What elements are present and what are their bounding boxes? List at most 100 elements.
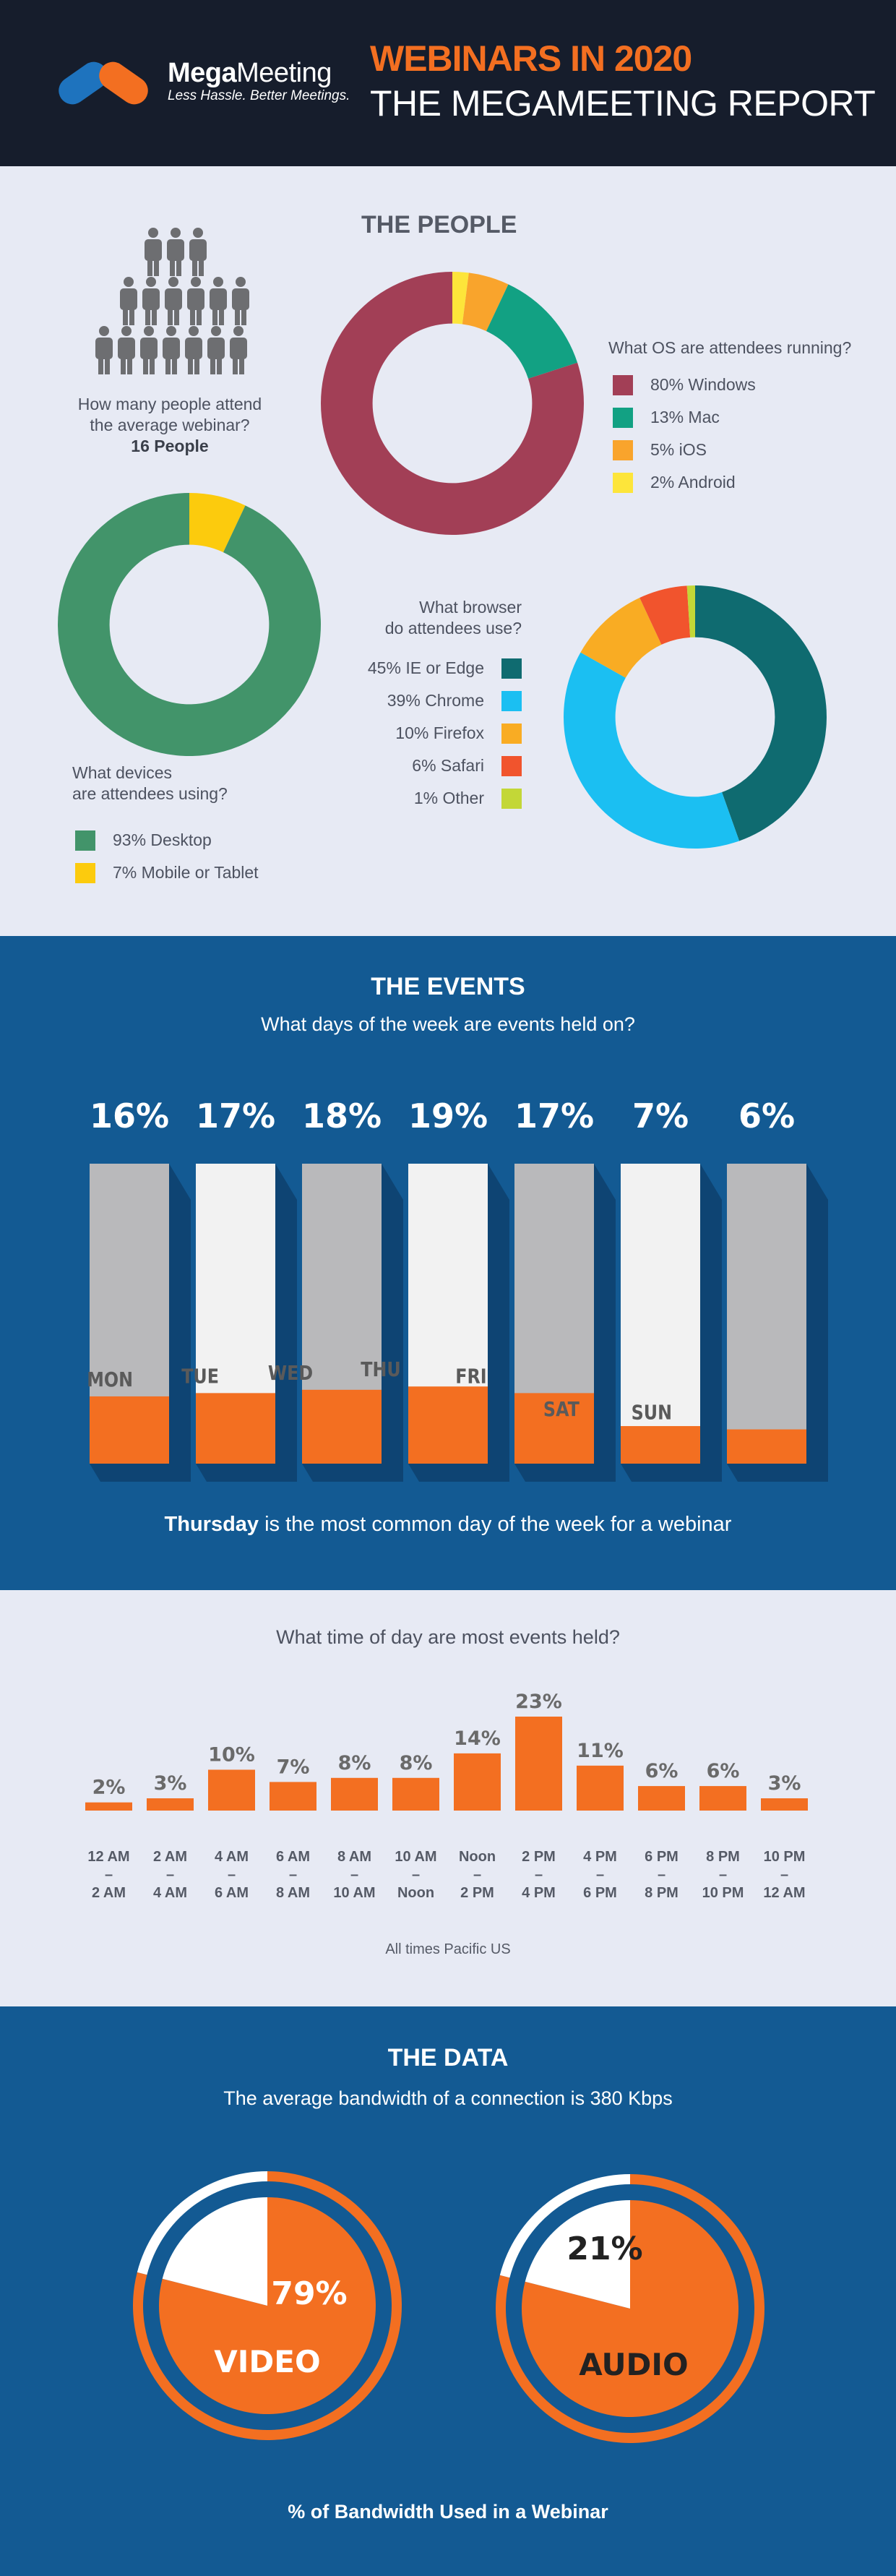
person-icon — [230, 326, 247, 374]
bandwidth-footer: % of Bandwidth Used in a Webinar — [288, 2501, 608, 2523]
pie-name-label: VIDEO — [214, 2344, 320, 2379]
legend-label: 80% Windows — [650, 375, 756, 394]
legend-label: 1% Other — [413, 789, 484, 807]
time-bar — [85, 1802, 132, 1811]
time-range-end: 2 AM — [92, 1885, 126, 1901]
legend-item: 93% Desktop — [75, 824, 259, 856]
time-bar — [270, 1782, 316, 1811]
donut-segment-ie-or-edge — [695, 585, 827, 841]
legend-item: 7% Mobile or Tablet — [75, 856, 259, 889]
legend-label: 7% Mobile or Tablet — [113, 863, 259, 882]
time-range-end: Noon — [397, 1885, 434, 1901]
day-percent-label: 16% — [90, 1096, 169, 1135]
time-range-end: 4 AM — [153, 1885, 187, 1901]
brand-name: MegaMeeting — [168, 58, 332, 88]
time-bar-chart: 2% 12 AM – 2 AM 3% 2 AM – 4 AM 10% 4 AM – 6 AM 7% 6 A… — [85, 1691, 808, 1901]
day-label: SUN — [632, 1401, 672, 1425]
time-bar — [699, 1786, 746, 1811]
legend-label: 5% iOS — [650, 440, 707, 459]
legend-label: 39% Chrome — [387, 691, 484, 710]
legend-swatch — [501, 755, 522, 776]
legend-item: 80% Windows — [613, 369, 756, 401]
legend-swatch — [613, 439, 633, 460]
time-range-dash: – — [412, 1867, 420, 1883]
legend-swatch — [75, 830, 95, 851]
os-donut-chart — [321, 272, 584, 535]
data-section-title: THE DATA — [387, 2044, 509, 2071]
pie-slice-remaining — [525, 2200, 630, 2309]
time-percent-label: 7% — [277, 1756, 310, 1778]
time-range-end: 10 PM — [702, 1885, 744, 1901]
day-percent-label: 17% — [196, 1096, 275, 1135]
time-range-start: 4 AM — [215, 1849, 249, 1865]
people-section-title: THE PEOPLE — [361, 211, 517, 239]
attend-answer: 16 People — [131, 437, 209, 455]
donut-segment-android — [452, 272, 469, 325]
day-label: SAT — [543, 1398, 580, 1421]
day-label: TUE — [181, 1365, 219, 1388]
bar-tue — [196, 1393, 275, 1464]
bar-fri — [514, 1393, 594, 1464]
person-icon — [163, 326, 180, 374]
devices-question: What devices are attendees using? — [72, 763, 228, 803]
person-icon — [142, 277, 160, 325]
time-bar — [331, 1777, 378, 1811]
legend-swatch — [613, 374, 633, 395]
bar-track-sun — [727, 1164, 806, 1464]
time-range-start: 8 AM — [337, 1849, 371, 1865]
person-icon — [189, 228, 207, 276]
time-percent-label: 10% — [208, 1743, 255, 1766]
time-percent-label: 2% — [92, 1777, 126, 1799]
devices-donut-chart — [57, 493, 321, 756]
attend-question: How many people attend the average webin… — [58, 394, 282, 457]
person-icon — [118, 326, 135, 374]
os-question: What OS are attendees running? — [608, 338, 852, 357]
bar-track-sat — [621, 1164, 700, 1464]
time-range-end: 10 AM — [333, 1885, 375, 1901]
bar-sun — [727, 1429, 806, 1464]
legend-item: 10% Firefox — [311, 717, 522, 750]
browser-legend: 45% IE or Edge 39% Chrome 10% Firefox 6% Sa… — [311, 652, 522, 815]
data-section — [0, 2006, 896, 2576]
time-percent-label: 3% — [154, 1772, 187, 1795]
day-percent-label: 18% — [302, 1096, 382, 1135]
person-icon — [165, 277, 182, 325]
person-icon — [187, 277, 204, 325]
time-range-dash: – — [658, 1867, 665, 1883]
browser-question: What browser do attendees use? — [384, 598, 522, 637]
bandwidth-text: The average bandwidth of a connection is… — [223, 2087, 673, 2109]
time-range-end: 6 PM — [583, 1885, 617, 1901]
donut-segment-mobile-or-tablet — [189, 493, 246, 553]
time-range-end: 12 AM — [763, 1885, 805, 1901]
time-range-dash: – — [350, 1867, 358, 1883]
donut-segment-ios — [462, 272, 509, 332]
time-range-start: 2 PM — [522, 1849, 556, 1865]
legend-label: 45% IE or Edge — [367, 658, 484, 677]
time-bar — [147, 1798, 194, 1811]
outer-ring-remaining — [499, 2174, 630, 2278]
bar-sat — [621, 1426, 700, 1464]
person-icon — [145, 228, 162, 276]
time-percent-label: 14% — [454, 1727, 501, 1750]
time-range-start: 6 PM — [645, 1849, 679, 1865]
person-icon — [167, 228, 184, 276]
video-bandwidth-pie: 79% VIDEO — [132, 2171, 402, 2440]
donut-segment-windows — [321, 272, 584, 535]
time-range-end: 6 AM — [215, 1885, 249, 1901]
legend-swatch — [501, 723, 522, 744]
time-range-dash: – — [473, 1867, 481, 1883]
bar-thu — [408, 1386, 488, 1464]
day-percent-label: 7% — [632, 1096, 689, 1135]
time-range-end: 8 AM — [276, 1885, 310, 1901]
time-percent-label: 11% — [577, 1740, 624, 1762]
donut-segment-other — [686, 585, 695, 637]
time-range-dash: – — [719, 1867, 727, 1883]
legend-swatch — [613, 472, 633, 493]
time-range-dash: – — [289, 1867, 297, 1883]
devices-legend: 93% Desktop 7% Mobile or Tablet — [75, 824, 259, 889]
person-icon — [95, 326, 113, 374]
day-label: THU — [361, 1358, 400, 1381]
time-percent-label: 6% — [645, 1760, 679, 1782]
time-percent-label: 3% — [768, 1772, 801, 1795]
time-bar — [392, 1777, 439, 1811]
